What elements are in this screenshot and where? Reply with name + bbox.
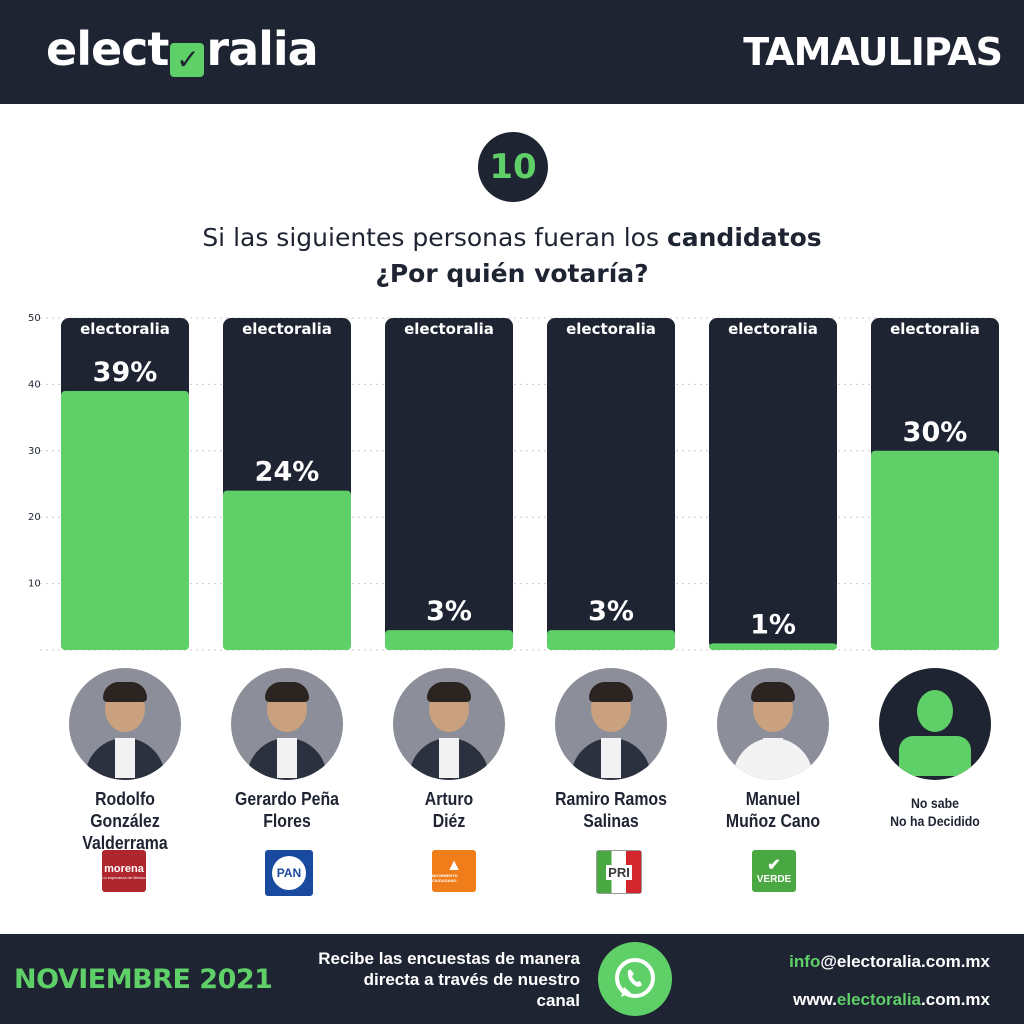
y-tick-label: 10 bbox=[28, 579, 41, 590]
candidate-photo bbox=[231, 668, 343, 780]
party-logo-pan: PAN bbox=[265, 850, 313, 896]
data-label: 30% bbox=[903, 417, 968, 448]
candidate-name: Manuel Muñoz Cano bbox=[725, 789, 821, 831]
contact-website[interactable]: www.electoralia.com.mx bbox=[793, 990, 990, 1009]
toucan-icon: ✔ bbox=[767, 856, 781, 874]
candidate-photo bbox=[393, 668, 505, 780]
bar-brand-logo: electoralia bbox=[242, 320, 332, 338]
party-logo-pri: PRI bbox=[596, 850, 642, 894]
header: elect ✓ ralia TAMAULIPAS bbox=[0, 0, 1024, 104]
candidate-card: Rodolfo González Valderrama bbox=[50, 668, 200, 854]
bar-background bbox=[547, 318, 675, 650]
bar bbox=[709, 643, 837, 650]
bar-brand-logo: electoralia bbox=[728, 320, 818, 338]
candidate-name: Ramiro Ramos Salinas bbox=[555, 789, 667, 831]
whatsapp-icon[interactable] bbox=[598, 942, 672, 1016]
y-tick-label: 20 bbox=[28, 512, 41, 523]
bar bbox=[61, 391, 189, 650]
bar-background bbox=[385, 318, 513, 650]
bar-brand-logo: electoralia bbox=[404, 320, 494, 338]
bar bbox=[223, 490, 351, 650]
y-tick-label: 40 bbox=[28, 379, 41, 390]
bar bbox=[385, 630, 513, 650]
data-label: 3% bbox=[426, 596, 472, 627]
candidate-photo bbox=[555, 668, 667, 780]
bar-background bbox=[709, 318, 837, 650]
party-logo-verde: ✔ VERDE bbox=[752, 850, 796, 892]
contact-email[interactable]: info@electoralia.com.mx bbox=[789, 952, 990, 971]
y-tick-label: 50 bbox=[28, 313, 41, 324]
data-label: 39% bbox=[93, 357, 158, 388]
candidate-card: Gerardo Peña Flores bbox=[212, 668, 362, 832]
data-label: 1% bbox=[750, 609, 796, 640]
bar-brand-logo: electoralia bbox=[80, 320, 170, 338]
candidate-photo bbox=[69, 668, 181, 780]
data-label: 3% bbox=[588, 596, 634, 627]
candidate-photo bbox=[717, 668, 829, 780]
data-label: 24% bbox=[255, 457, 320, 488]
candidate-card: Manuel Muñoz Cano bbox=[698, 668, 848, 832]
region-title: TAMAULIPAS bbox=[743, 30, 1003, 74]
survey-month: NOVIEMBRE 2021 bbox=[14, 964, 273, 995]
bar-chart: 10 20 30 40 50 electoralia 39% electoralia 24% el… bbox=[28, 313, 1000, 651]
bar-brand-logo: electoralia bbox=[890, 320, 980, 338]
bar bbox=[547, 630, 675, 650]
party-logo-movimiento-ciudadano: ▲ MOVIMIENTO CIUDADANO bbox=[432, 850, 476, 892]
eagle-icon: ▲ bbox=[446, 857, 462, 874]
question-number-badge: 10 bbox=[478, 132, 548, 202]
candidate-card: Arturo Diéz bbox=[374, 668, 524, 832]
subscribe-text: Recibe las encuestas de manera directa a… bbox=[318, 949, 580, 1010]
candidate-name: Arturo Diéz bbox=[424, 789, 474, 831]
footer: NOVIEMBRE 2021 Recibe las encuestas de m… bbox=[0, 934, 1024, 1024]
bar-brand-logo: electoralia bbox=[566, 320, 656, 338]
unknown-person-icon bbox=[879, 668, 991, 780]
bar bbox=[871, 450, 999, 650]
y-tick-label: 30 bbox=[28, 446, 41, 457]
question-text: Si las siguientes personas fueran los ca… bbox=[202, 223, 822, 288]
candidate-card: Ramiro Ramos Salinas bbox=[536, 668, 686, 832]
candidate-card: No sabe No ha Decidido bbox=[860, 668, 1010, 830]
check-icon: ✓ bbox=[170, 43, 205, 77]
candidate-name: No sabe No ha Decidido bbox=[890, 795, 980, 829]
party-logo-morena: morena La esperanza de México bbox=[102, 850, 146, 892]
candidate-name: Rodolfo González Valderrama bbox=[82, 789, 168, 853]
candidate-name: Gerardo Peña Flores bbox=[235, 789, 339, 831]
brand-logo: elect ✓ ralia bbox=[46, 22, 319, 77]
